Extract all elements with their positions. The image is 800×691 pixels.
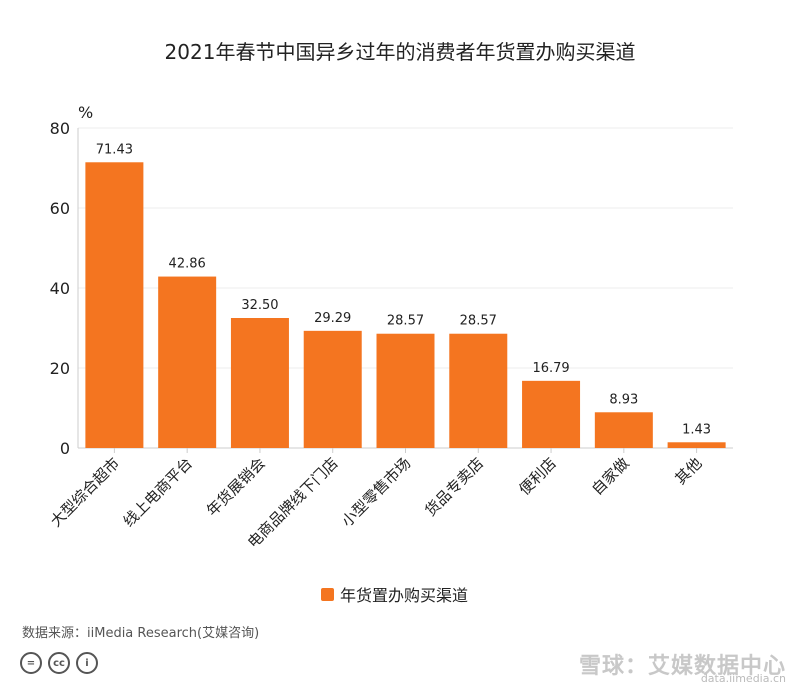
data-label: 8.93 [609, 392, 638, 407]
bar [158, 276, 217, 448]
x-tick-label: 年货展销会 [203, 454, 269, 520]
legend-swatch [321, 587, 334, 601]
bar [303, 330, 362, 448]
x-tick-label: 小型零售市场 [338, 454, 414, 530]
bar [230, 318, 289, 448]
y-tick-label: 80 [50, 119, 70, 138]
license-icons: = cc i [20, 652, 98, 674]
x-tick-label: 便利店 [515, 454, 560, 499]
data-label: 71.43 [96, 142, 133, 157]
y-unit-label: % [78, 103, 93, 122]
chart-title: 2021年春节中国异乡过年的消费者年货置办购买渠道 [164, 40, 636, 64]
x-tick-label: 货品专卖店 [421, 454, 487, 520]
bar [667, 442, 726, 448]
bar [449, 333, 508, 448]
y-tick-label: 40 [50, 279, 70, 298]
watermark: 雪球：艾媒数据中心 [578, 654, 786, 679]
x-tick-label: 其他 [671, 454, 705, 488]
bar-chart: 0 20 40 60 80% 71.43 大型综合超市 42.86 线上电商平台 32.50 年货展… [47, 103, 733, 552]
data-label: 42.86 [169, 257, 206, 272]
legend: 年货置办购买渠道 [321, 582, 468, 606]
no-derivatives-icon: = [20, 652, 42, 674]
x-tick-label: 线上电商平台 [120, 454, 196, 530]
y-tick-label: 20 [50, 359, 70, 378]
watermark-url: data.iimedia.cn [700, 672, 786, 685]
bar [376, 333, 435, 448]
data-label: 29.29 [314, 311, 351, 326]
bar [85, 162, 144, 448]
data-label: 16.79 [532, 361, 569, 376]
creative-commons-icon: cc [48, 652, 70, 674]
y-tick-label: 0 [60, 439, 70, 458]
y-tick-label: 60 [50, 199, 70, 218]
x-tick-label: 自家做 [588, 454, 633, 499]
data-label: 28.57 [387, 314, 424, 329]
data-label: 32.50 [241, 298, 278, 313]
bar [522, 380, 581, 448]
x-tick-label: 大型综合超市 [47, 454, 123, 530]
attribution-icon: i [76, 652, 98, 674]
bar [594, 412, 653, 448]
data-label: 28.57 [460, 314, 497, 329]
legend-label: 年货置办购买渠道 [340, 586, 469, 605]
source-note: 数据来源：iiMedia Research(艾媒咨询) [22, 626, 260, 641]
data-label: 1.43 [682, 422, 711, 437]
